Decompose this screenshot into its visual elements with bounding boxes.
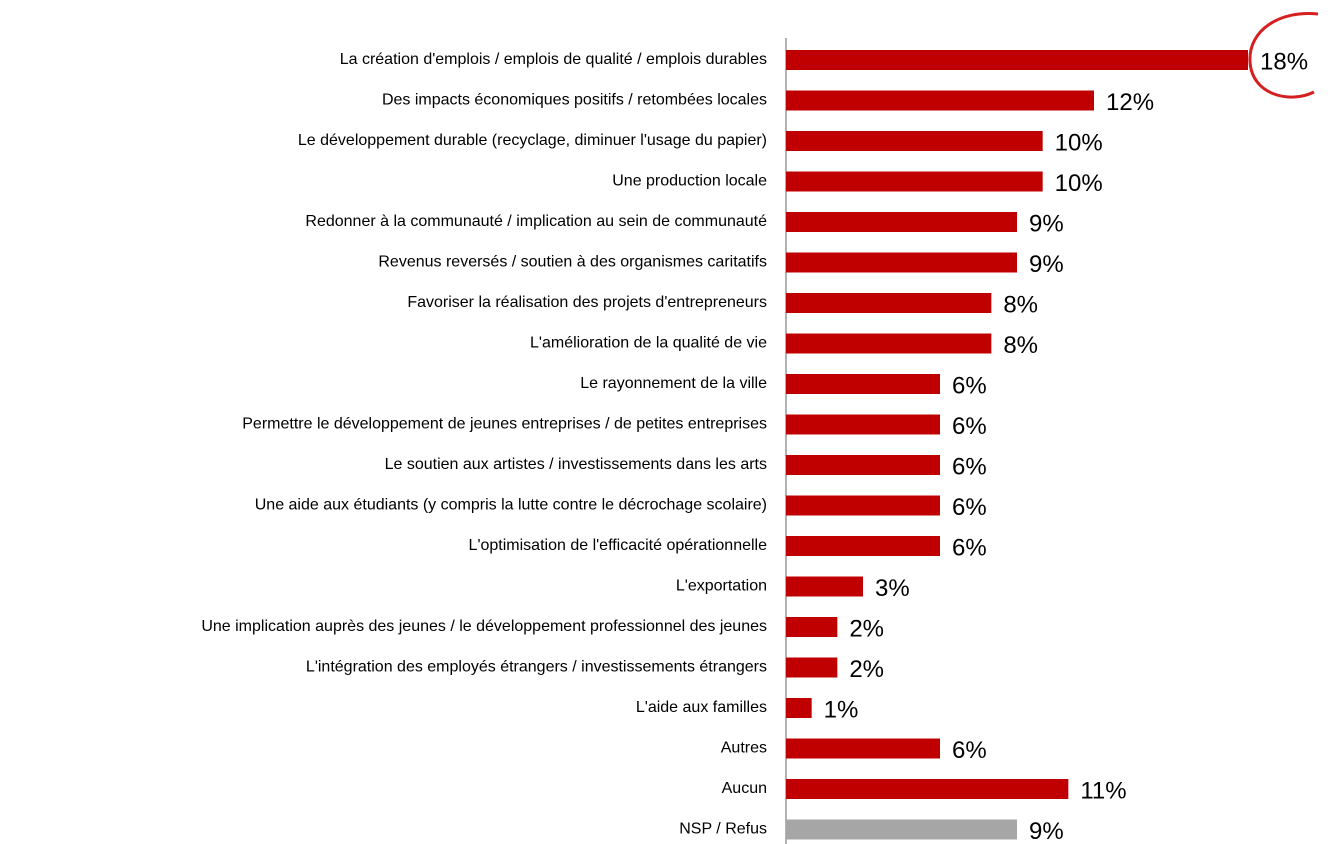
bar (786, 576, 863, 597)
value-label: 18% (1260, 48, 1308, 75)
value-label: 12% (1106, 89, 1154, 116)
value-label: 10% (1055, 170, 1103, 197)
bar (786, 90, 1094, 111)
value-label: 6% (952, 494, 987, 521)
category-label: Une implication auprès des jeunes / le d… (201, 618, 767, 635)
value-label: 6% (952, 453, 987, 480)
category-label: Aucun (722, 780, 767, 797)
bar (786, 212, 1017, 232)
category-label: L'optimisation de l'efficacité opération… (469, 537, 768, 554)
category-label: Favoriser la réalisation des projets d'e… (407, 294, 767, 311)
category-label: Redonner à la communauté / implication a… (305, 213, 767, 230)
bar (786, 374, 940, 394)
value-label: 2% (849, 615, 884, 642)
bar (786, 738, 940, 759)
category-label: Autres (721, 740, 767, 757)
bar (786, 617, 838, 637)
value-label: 8% (1003, 291, 1038, 318)
category-label: Revenus reversés / soutien à des organis… (378, 254, 767, 271)
value-label: 11% (1080, 777, 1126, 804)
category-label: Le rayonnement de la ville (580, 375, 767, 392)
value-label: 1% (824, 696, 859, 723)
category-label: L'intégration des employés étrangers / i… (306, 659, 767, 676)
bar (786, 171, 1043, 192)
value-label: 10% (1055, 129, 1103, 156)
category-label: La création d'emplois / emplois de quali… (340, 51, 767, 68)
value-label: 9% (1029, 210, 1064, 237)
bar (786, 50, 1248, 70)
category-label: Des impacts économiques positifs / retom… (382, 92, 767, 109)
category-label: L'aide aux familles (636, 699, 767, 716)
value-label: 8% (1003, 332, 1038, 359)
category-label: Une production locale (612, 173, 767, 190)
value-label: 9% (1029, 818, 1064, 844)
category-label: Le développement durable (recyclage, dim… (298, 132, 767, 149)
bar (786, 536, 940, 556)
bar (786, 657, 838, 678)
bar (786, 495, 940, 516)
bar (786, 293, 992, 313)
category-label: Une aide aux étudiants (y compris la lut… (255, 497, 767, 514)
value-label: 2% (849, 656, 884, 683)
value-label: 6% (952, 372, 987, 399)
bar (786, 414, 940, 435)
category-label: Permettre le développement de jeunes ent… (242, 416, 767, 433)
bar (786, 698, 812, 718)
bar (786, 333, 992, 354)
bar (786, 455, 940, 475)
bar (786, 131, 1043, 151)
bar (786, 252, 1017, 273)
category-label: Le soutien aux artistes / investissement… (385, 456, 767, 473)
highlight-circle (1248, 11, 1319, 99)
value-label: 3% (875, 575, 910, 602)
category-label: NSP / Refus (679, 821, 767, 838)
bar (786, 819, 1017, 840)
value-label: 9% (1029, 251, 1064, 278)
value-label: 6% (952, 534, 987, 561)
value-label: 6% (952, 737, 987, 764)
bar (786, 779, 1069, 799)
category-label: L'exportation (676, 578, 767, 595)
category-label: L'amélioration de la qualité de vie (530, 335, 767, 352)
value-label: 6% (952, 413, 987, 440)
